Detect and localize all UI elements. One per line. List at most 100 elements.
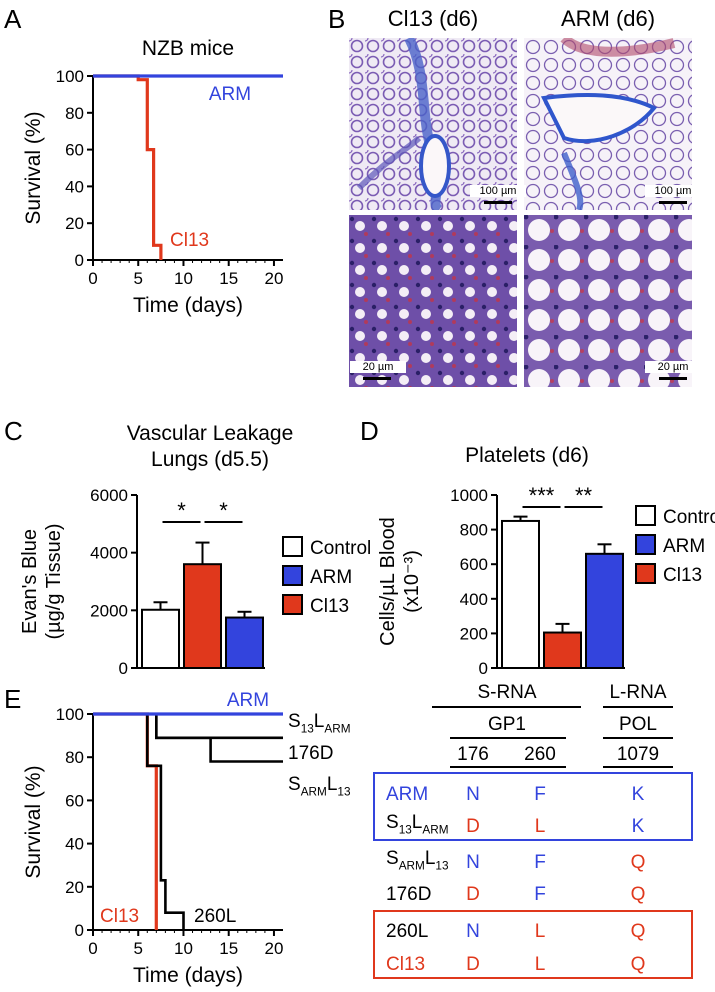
table-cell: N [466,852,480,873]
panel-label-e: E [4,684,21,714]
panel-e-chart: 0 20 40 60 80 100 0 5 10 15 20 Time (days) Survival … [22,690,351,987]
x-tick-label: 10 [174,939,193,958]
table-cell: Q [631,852,646,873]
table-position: 1079 [617,744,659,765]
legend-swatch-arm [635,534,656,555]
panel-label-a: A [4,4,22,34]
legend-swatch-arm [282,565,303,586]
series-label-arm: ARM [209,84,251,105]
panel-b-col1-title: Cl13 (d6) [388,6,478,31]
y-tick-label: 2000 [90,601,128,620]
y-tick-label: 40 [65,835,84,854]
series-line-176d [93,712,283,740]
table-cell: D [466,884,480,905]
x-tick-label: 20 [264,269,283,288]
table-cell: F [534,884,546,905]
y-axis-label: Survival (%) [22,765,45,878]
y-axis-label: Evan's Blue [19,529,41,634]
x-tick-label: 5 [134,939,143,958]
legend-label-control: Control [310,538,371,559]
table-cell: N [466,921,480,942]
legend-label-arm: ARM [663,536,705,557]
y-tick-label: 80 [65,104,84,123]
y-tick-label: 60 [65,791,84,810]
legend-swatch-cl13 [282,594,303,615]
panel-e-table: S-RNA L-RNA GP1 POL 176 260 1079 ARM N F K S13LARM D… [373,682,693,979]
y-tick-label: 0 [119,659,128,678]
legend-swatch-cl13 [635,563,656,584]
histology-arm-low-mag [524,38,692,210]
panel-label-c: C [4,416,23,446]
y-tick-label: 0 [75,921,84,940]
y-tick-label: 100 [56,705,84,724]
legend-label-control: Control [663,507,715,528]
table-cell: L [535,921,546,942]
chart-title: Vascular Leakage [127,422,294,445]
table-cell: Q [631,954,646,975]
histology-cl13-low-mag [349,38,517,210]
x-tick-label: 15 [219,269,238,288]
table-group-s-rna: S-RNA [477,682,536,703]
significance-mark: * [219,498,228,523]
histology-arm-high-mag [524,215,692,387]
panel-a-chart: 0 20 40 60 80 100 0 5 10 15 20 NZB mice Time (days) S… [22,37,283,317]
table-cell: D [466,816,480,837]
table-cell: N [466,784,480,805]
bar-arm [585,552,624,670]
table-cell: Q [631,884,646,905]
y-tick-label: 1000 [450,486,488,505]
bar-cl13 [543,631,582,669]
panel-label-b: B [328,4,345,34]
y-tick-label: 6000 [90,486,128,505]
x-tick-label: 0 [88,269,97,288]
table-cell: F [534,784,546,805]
y-tick-label: 800 [460,521,488,540]
y-tick-label: 0 [479,659,488,678]
legend-label-cl13: Cl13 [310,596,349,617]
y-tick-label: 80 [65,748,84,767]
series-label-260l: 260L [194,906,236,927]
series-label-arm: ARM [227,690,269,711]
series-label-s13larm: S13LARM [288,711,351,735]
x-axis-label: Time (days) [133,294,243,317]
table-position: 260 [524,744,556,765]
significance-mark: ** [575,483,593,508]
scale-bar-cl13-top [484,201,512,204]
table-cell: K [632,784,645,805]
chart-title: Platelets (d6) [465,444,589,467]
scale-bar-arm-bottom [659,377,687,380]
table-cell: D [466,954,480,975]
x-tick-label: 10 [174,269,193,288]
y-axis-label: Cells/µL Blood [377,517,399,646]
table-group-l-rna: L-RNA [609,682,666,703]
histology-cl13-high-mag [349,215,517,387]
table-row-name: Cl13 [386,954,425,975]
y-axis-label: Survival (%) [22,111,45,224]
y-tick-label: 100 [56,67,84,86]
x-tick-label: 20 [264,939,283,958]
chart-title: NZB mice [142,37,234,60]
scale-label-cl13-bottom: 20 µm [350,361,406,373]
y-tick-label: 600 [460,555,488,574]
y-axis-label: (x10⁻³) [401,550,423,613]
table-sub-pol: POL [619,714,657,735]
series-label-cl13: Cl13 [100,906,139,927]
table-row-name: 176D [386,884,431,905]
y-tick-label: 20 [65,214,84,233]
table-row-name: S13LARM [386,812,449,836]
table-cell: K [632,816,645,837]
table-cell: L [535,954,546,975]
y-tick-label: 0 [75,251,84,270]
chart-subtitle: Lungs (d5.5) [151,448,269,471]
panel-b-col2-title: ARM (d6) [561,6,655,31]
table-cell: Q [631,921,646,942]
x-tick-label: 0 [88,939,97,958]
x-tick-label: 5 [134,269,143,288]
bar-control [141,608,180,669]
table-position: 176 [457,744,489,765]
y-tick-label: 20 [65,878,84,897]
y-tick-label: 40 [65,177,84,196]
x-tick-label: 15 [219,939,238,958]
